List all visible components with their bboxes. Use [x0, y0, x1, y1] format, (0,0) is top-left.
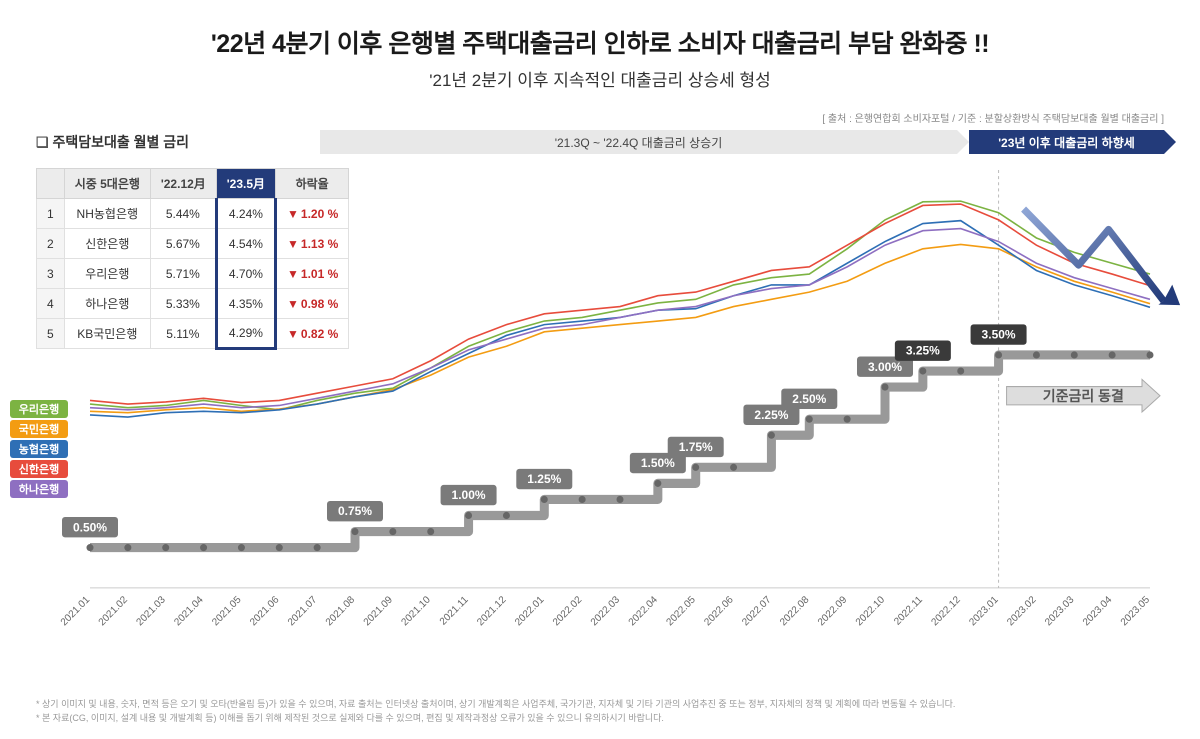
svg-text:2022.03: 2022.03 [589, 594, 622, 628]
source-note: [ 출처 : 은행연합회 소비자포털 / 기준 : 분할상환방식 주택담보대출 … [822, 110, 1164, 125]
page-title: '22년 4분기 이후 은행별 주택대출금리 인하로 소비자 대출금리 부담 완… [0, 24, 1200, 60]
svg-text:2022.10: 2022.10 [854, 594, 887, 628]
footnotes: * 상기 이미지 및 내용, 숫자, 면적 등은 오기 및 오타(반올림 등)가… [36, 698, 1164, 725]
svg-text:2021.09: 2021.09 [362, 594, 395, 628]
period-fall-label: '23년 이후 대출금리 하향세 [969, 130, 1164, 154]
svg-text:2021.10: 2021.10 [400, 594, 433, 628]
svg-text:2021.04: 2021.04 [172, 594, 205, 628]
svg-text:2022.12: 2022.12 [930, 594, 963, 628]
svg-text:2022.01: 2022.01 [513, 594, 546, 628]
svg-text:2023.04: 2023.04 [1081, 594, 1114, 628]
svg-text:1.25%: 1.25% [527, 472, 561, 486]
svg-text:2021.08: 2021.08 [324, 594, 357, 628]
svg-text:1.75%: 1.75% [679, 440, 713, 454]
svg-text:2022.08: 2022.08 [778, 594, 811, 628]
svg-text:1.50%: 1.50% [641, 456, 675, 470]
svg-text:2023.03: 2023.03 [1043, 594, 1076, 628]
svg-text:2022.05: 2022.05 [665, 594, 698, 628]
legend-item: 신한은행 [10, 460, 68, 478]
svg-text:2021.07: 2021.07 [286, 594, 319, 628]
svg-text:2022.06: 2022.06 [702, 594, 735, 628]
svg-text:2023.02: 2023.02 [1005, 594, 1038, 628]
chart: 0.50%0.75%1.00%1.25%1.50%1.75%2.25%2.50%… [80, 170, 1170, 649]
svg-text:2022.09: 2022.09 [816, 594, 849, 628]
svg-text:2021.01: 2021.01 [59, 594, 92, 628]
svg-text:3.50%: 3.50% [982, 328, 1016, 342]
legend: 우리은행국민은행농협은행신한은행하나은행 [10, 400, 68, 498]
svg-text:0.50%: 0.50% [73, 520, 107, 534]
svg-text:2021.02: 2021.02 [97, 594, 130, 628]
section-label: 주택담보대출 월별 금리 [36, 132, 189, 152]
svg-text:2023.01: 2023.01 [967, 594, 1000, 628]
svg-text:2022.02: 2022.02 [551, 594, 584, 628]
svg-text:2.25%: 2.25% [754, 408, 788, 422]
svg-text:2022.11: 2022.11 [892, 594, 925, 628]
legend-item: 우리은행 [10, 400, 68, 418]
svg-text:1.00%: 1.00% [452, 488, 486, 502]
svg-text:2021.11: 2021.11 [438, 594, 471, 628]
legend-item: 국민은행 [10, 420, 68, 438]
svg-text:0.75%: 0.75% [338, 504, 372, 518]
svg-text:2021.06: 2021.06 [248, 594, 281, 628]
period-bar: '21.3Q ~ '22.4Q 대출금리 상승기 '23년 이후 대출금리 하향… [320, 130, 1164, 154]
svg-text:2021.05: 2021.05 [210, 594, 243, 628]
svg-text:2021.12: 2021.12 [475, 594, 508, 628]
svg-text:2022.04: 2022.04 [627, 594, 660, 628]
svg-text:2021.03: 2021.03 [135, 594, 168, 628]
legend-item: 하나은행 [10, 480, 68, 498]
svg-text:3.00%: 3.00% [868, 360, 902, 374]
svg-text:2.50%: 2.50% [792, 392, 826, 406]
svg-text:2023.05: 2023.05 [1119, 594, 1152, 628]
svg-text:2022.07: 2022.07 [740, 594, 773, 628]
svg-text:기준금리 동결: 기준금리 동결 [1043, 388, 1124, 404]
svg-text:3.25%: 3.25% [906, 344, 940, 358]
period-rise-label: '21.3Q ~ '22.4Q 대출금리 상승기 [320, 130, 957, 154]
legend-item: 농협은행 [10, 440, 68, 458]
page-subtitle: '21년 2분기 이후 지속적인 대출금리 상승세 형성 [0, 66, 1200, 91]
